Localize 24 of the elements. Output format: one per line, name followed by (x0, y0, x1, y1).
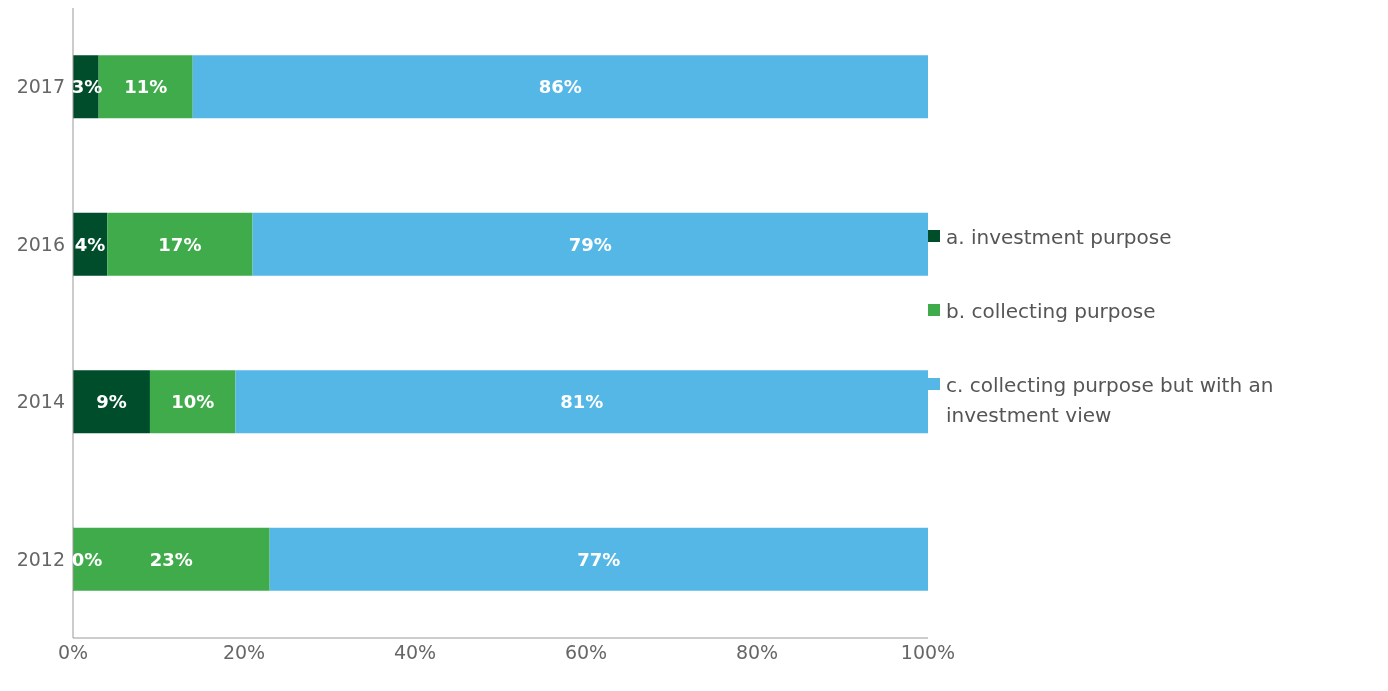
data-label: 23% (149, 548, 193, 570)
legend-label: c. collecting purpose but with an investment view (946, 372, 1275, 429)
y-tick-label: 2012 (16, 547, 65, 570)
legend-label: a. investment purpose (946, 224, 1172, 251)
data-label: 81% (560, 391, 604, 413)
data-label: 11% (124, 76, 168, 98)
x-tick-label: 80% (735, 641, 779, 664)
x-tick-label: 20% (222, 641, 266, 664)
x-tick-label: 60% (564, 641, 608, 664)
data-label: 77% (577, 548, 621, 570)
data-label: 4% (74, 233, 106, 255)
y-tick-label: 2017 (16, 75, 65, 98)
y-tick-label: 2014 (16, 390, 65, 413)
y-tick-label: 2016 (16, 232, 65, 255)
data-label: 17% (158, 233, 202, 255)
data-label: 79% (568, 233, 612, 255)
data-label: 10% (171, 391, 215, 413)
x-tick-label: 0% (57, 641, 89, 664)
data-label: 9% (96, 391, 127, 413)
legend-label: b. collecting purpose (946, 298, 1156, 325)
x-tick-label: 40% (393, 641, 437, 664)
data-label: 86% (538, 76, 582, 98)
data-label: 3% (71, 76, 103, 98)
x-tick-label: 100% (900, 641, 956, 664)
